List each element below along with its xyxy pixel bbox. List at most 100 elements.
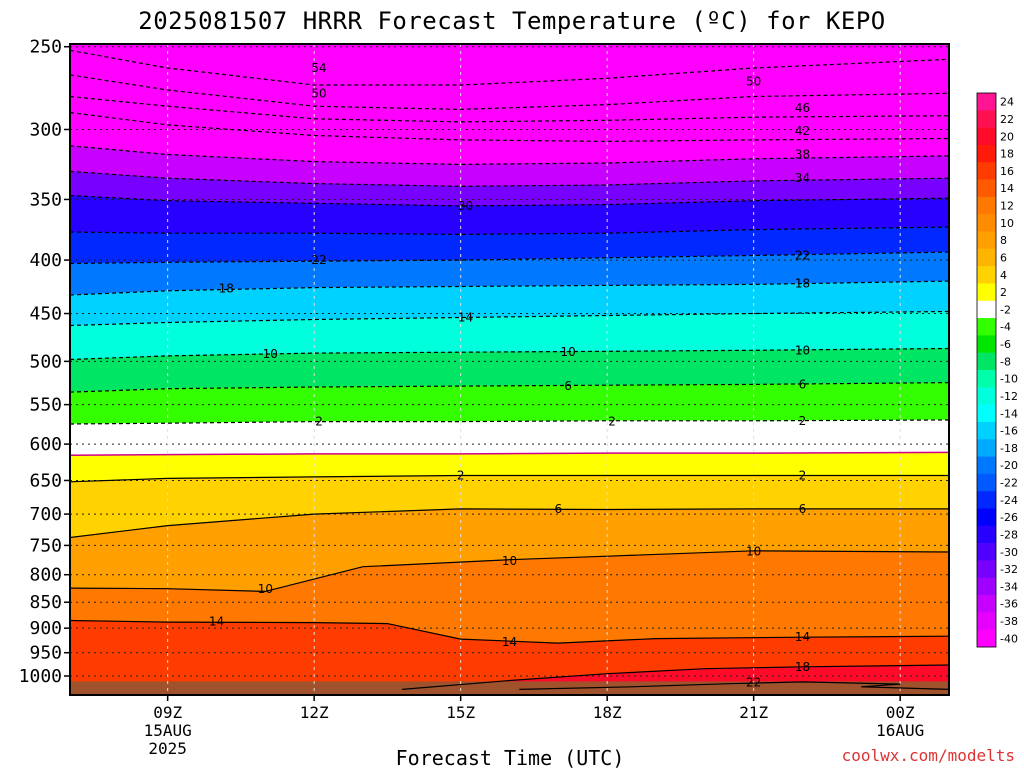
colorbar-label: 6 [1000,251,1007,264]
y-tick-label: 650 [29,470,62,491]
colorbar-label: 12 [1000,200,1014,213]
contour-label: 22 [795,249,810,263]
colorbar-swatch [977,629,996,648]
contour-label: 18 [795,660,810,674]
colorbar-swatch [977,144,996,163]
contour-label: 50 [746,75,761,89]
colorbar-swatch [977,370,996,388]
temperature-field [70,44,949,695]
contour-label: 10 [502,554,517,568]
colorbar-swatch [977,404,996,423]
colorbar-swatch [977,335,996,353]
contour-label: 54 [311,61,326,75]
colorbar-label: -28 [1000,528,1018,541]
y-tick-label: 300 [29,119,62,140]
colorbar-label: -6 [1000,338,1011,351]
colorbar-swatch [977,421,996,440]
x-axis-label: Forecast Time (UTC) [396,746,625,768]
y-tick-label: 250 [29,37,62,58]
colorbar-swatch [977,543,996,561]
contour-label: 6 [555,502,563,516]
y-tick-label: 1000 [19,666,62,687]
colorbar-label: -2 [1000,303,1011,316]
colorbar-label: 24 [1000,96,1014,109]
colorbar-swatch [977,248,996,267]
contour-label: 22 [311,253,326,267]
temperature-band [70,382,949,425]
x-tick-label: 15Z [446,703,475,722]
colorbar-swatch [977,283,996,302]
colorbar-label: -30 [1000,546,1018,559]
colorbar-swatch [977,387,996,405]
y-tick-label: 950 [29,643,62,664]
contour-label: 2 [457,469,465,483]
colorbar-swatch [977,266,996,284]
grid-lines [70,44,949,695]
y-tick-label: 550 [29,395,62,416]
colorbar-label: -14 [1000,407,1018,420]
colorbar-label: 8 [1000,234,1007,247]
x-tick-label: 12Z [300,703,329,722]
colorbar-label: 20 [1000,130,1014,143]
x-tick-label: 18Z [593,703,622,722]
colorbar-swatch [977,110,996,128]
colorbar-swatch [977,560,996,579]
y-tick-label: 800 [29,565,62,586]
colorbar-swatch [977,93,996,111]
x-tick-label: 2025 [148,739,187,758]
colorbar-label: -40 [1000,632,1018,645]
colorbar-swatch [977,300,996,319]
terrain-band [70,681,949,695]
contour-line [70,111,949,143]
y-tick-label: 900 [29,618,62,639]
y-axis: 250 300 350 400 450 500 550 600 650 700 750 800 850 9… [19,37,70,687]
colorbar-swatch [977,491,996,509]
colorbar-label: -22 [1000,477,1018,490]
contour-label: 2 [608,415,616,429]
contour-label: 6 [799,502,807,516]
plot-frame [69,43,950,696]
contour-label: 18 [219,282,234,296]
y-tick-label: 450 [29,304,62,325]
colorbar-label: -8 [1000,355,1011,368]
colorbar-swatch [977,196,996,215]
contour-label: 2 [315,415,323,429]
colorbar-swatch [977,508,996,527]
contour-label: 30 [458,199,473,213]
colorbar-label: -4 [1000,321,1011,334]
colorbar-label: -18 [1000,442,1018,455]
y-tick-label: 850 [29,592,62,613]
colorbar-swatch [977,439,996,457]
colorbar-label: -38 [1000,615,1018,628]
colorbar-label: -32 [1000,563,1018,576]
contour-line [70,508,949,539]
contour-label: 10 [258,582,273,596]
contour-line [70,451,949,457]
contour-label: 42 [795,124,810,138]
y-tick-label: 750 [29,535,62,556]
contour-label: 14 [209,615,224,629]
colorbar-label: 14 [1000,182,1014,195]
contour-line [70,474,949,483]
colorbar-swatch [977,162,996,180]
contour-line [402,664,949,690]
contour-label: 14 [458,311,473,325]
colorbar-frame [976,92,997,648]
contour-label: 50 [311,86,326,100]
colorbar-label: -26 [1000,511,1018,524]
y-tick-label: 350 [29,189,62,210]
colorbar-swatch [977,231,996,250]
contour-lines [70,49,949,690]
colorbar-swatch [977,127,996,146]
temperature-band [70,419,949,456]
colorbar-label: 10 [1000,217,1014,230]
y-tick-label: 700 [29,504,62,525]
colorbar-swatch [977,612,996,630]
colorbar-swatch [977,577,996,596]
contour-label: 2 [799,414,807,428]
colorbar-label: 18 [1000,148,1014,161]
colorbar: 24 22 20 18 16 14 12 10 8 6 4 2 -2 -4 -6 -8 -10 -12 -14 -16… [976,92,1018,648]
colorbar-label: -10 [1000,373,1018,386]
